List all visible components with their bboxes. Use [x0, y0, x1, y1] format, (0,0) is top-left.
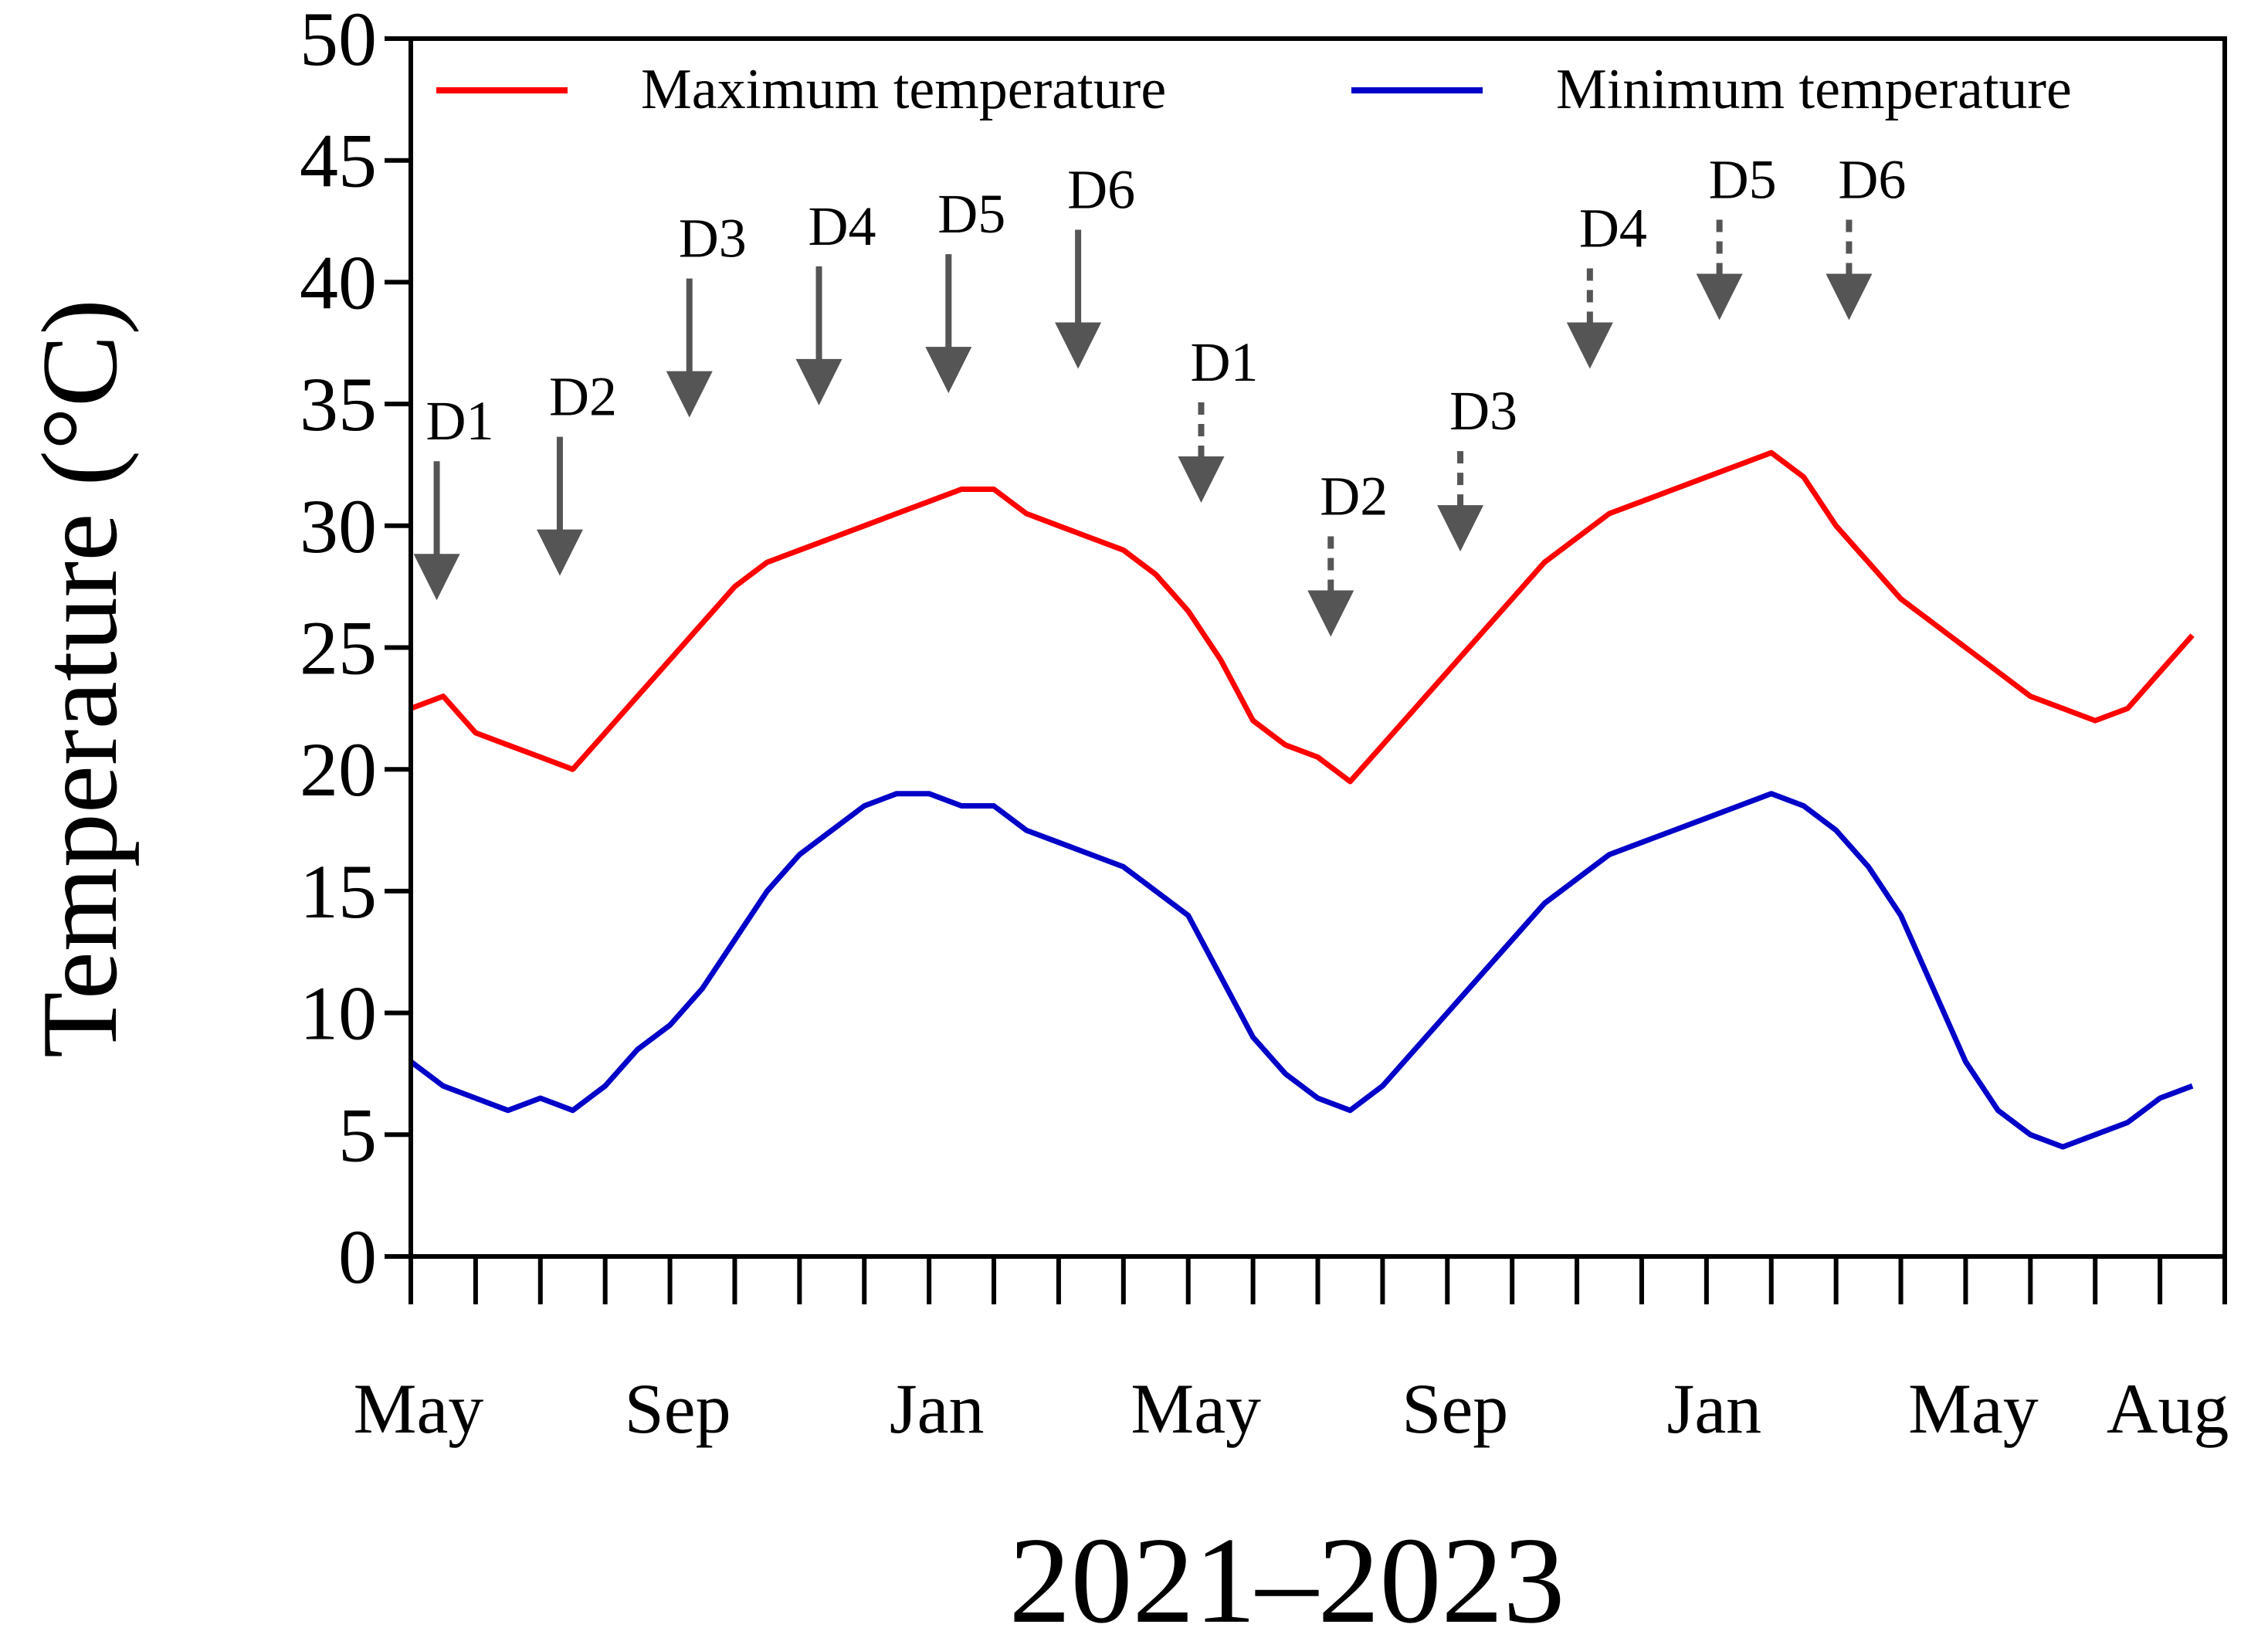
- x-tick-label: Sep: [625, 1369, 731, 1448]
- annotation-label: D4: [1579, 198, 1647, 259]
- legend-min-label: Minimum temperature: [1556, 58, 2072, 121]
- annotation-label: D1: [1190, 331, 1258, 393]
- annotation-label: D1: [426, 390, 494, 452]
- y-tick-label: 20: [300, 727, 377, 812]
- x-tick-label: May: [354, 1369, 484, 1448]
- annotation-label: D3: [679, 208, 747, 270]
- y-tick-label: 40: [300, 239, 377, 325]
- annotation-arrow-head: [413, 554, 460, 601]
- legend-max-label: Maximum temperature: [641, 58, 1166, 121]
- y-tick-label: 0: [338, 1214, 377, 1300]
- annotation-arrow-head: [925, 347, 972, 394]
- y-tick-label: 50: [300, 0, 377, 82]
- series-line-max: [409, 449, 2195, 785]
- y-tick-label: 15: [300, 849, 377, 934]
- annotation-label: D5: [937, 183, 1005, 245]
- y-tick-label: 25: [300, 605, 377, 691]
- y-axis-title: Temperature (°C): [20, 299, 140, 1058]
- annotation-arrow-head: [1696, 273, 1743, 320]
- annotation-label: D3: [1449, 380, 1517, 442]
- annotation-arrow-head: [1055, 322, 1102, 369]
- y-tick-label: 10: [300, 971, 377, 1056]
- legend: Maximum temperature Minimum temperature: [436, 58, 2072, 121]
- annotation-arrow-head: [1437, 505, 1484, 552]
- y-tick-label: 5: [338, 1092, 377, 1178]
- series-layer: [409, 449, 2195, 1150]
- annotation-label: D4: [809, 195, 876, 257]
- series-line-min: [409, 791, 2194, 1150]
- annotation-layer: D1 D2 D3 D4 D5 D6 D1 D2 D3 D4 D5 D6: [413, 148, 1906, 637]
- x-tick-label: Sep: [1402, 1369, 1508, 1448]
- x-tick-label: Jan: [1667, 1369, 1762, 1448]
- annotation-label: D6: [1838, 148, 1906, 210]
- x-tick-label: May: [1131, 1369, 1261, 1448]
- annotation-arrow-head: [536, 529, 583, 576]
- annotation-label: D2: [549, 366, 617, 428]
- annotation-arrow-head: [1307, 590, 1354, 637]
- x-tick-label: Jan: [890, 1369, 985, 1448]
- axis-layer: 0 5 10 15 20 25 30 35 40 45 50 May Sep Jan May Sep Jan Ma…: [300, 0, 2229, 1448]
- y-tick-label: 30: [300, 483, 377, 569]
- annotation-arrow-head: [1178, 456, 1225, 504]
- annotation-arrow-head: [1566, 322, 1613, 369]
- x-tick-label: Aug: [2107, 1369, 2229, 1448]
- annotation-label: D2: [1320, 466, 1388, 527]
- x-axis-title: 2021–2023: [1009, 1511, 1565, 1648]
- x-tick-label: May: [1908, 1369, 2039, 1448]
- annotation-arrow-head: [1826, 273, 1873, 320]
- annotation-label: D5: [1709, 148, 1777, 210]
- y-tick-label: 35: [300, 361, 377, 447]
- annotation-arrow-head: [795, 358, 842, 405]
- y-tick-label: 45: [300, 118, 377, 204]
- annotation-arrow-head: [666, 371, 713, 418]
- annotation-label: D6: [1067, 159, 1135, 221]
